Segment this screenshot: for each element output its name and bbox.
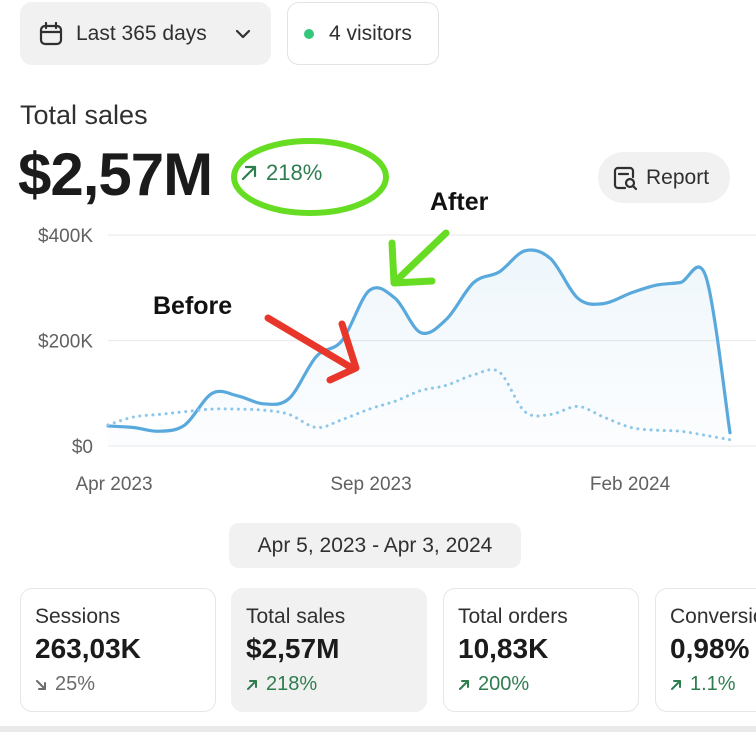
comparison-date-range: Apr 5, 2023 - Apr 3, 2024 (229, 523, 521, 568)
card-change: 25% (35, 673, 215, 696)
previous-period-line (106, 368, 732, 442)
live-visitors-button[interactable]: 4 visitors (287, 2, 439, 65)
report-button[interactable]: Report (598, 152, 730, 203)
metric-change-value: 218% (266, 160, 323, 185)
y-tick-label: $400K (38, 226, 93, 247)
metric-card-total-orders[interactable]: Total orders 10,83K 200% (443, 588, 639, 712)
report-search-icon (613, 166, 638, 190)
metric-card-total-sales[interactable]: Total sales $2,57M 218% (231, 588, 427, 712)
before-annotation: Before (153, 292, 233, 320)
metric-card-sessions[interactable]: Sessions 263,03K 25% (20, 588, 216, 712)
calendar-icon (39, 21, 63, 45)
after-annotation: After (430, 188, 489, 216)
card-label: Total orders (458, 605, 568, 628)
date-range-text: Apr 5, 2023 - Apr 3, 2024 (257, 533, 493, 557)
bottom-divider (0, 726, 756, 732)
card-change: 1.1% (670, 673, 756, 696)
chevron-down-icon (235, 29, 251, 38)
y-tick-label: $200K (38, 332, 93, 353)
card-value: 10,83K (458, 633, 549, 664)
card-change-value: 200% (478, 673, 530, 695)
date-range-selector[interactable]: Last 365 days (20, 2, 271, 65)
arrow-up-right-icon (247, 679, 257, 690)
card-value: 263,03K (35, 633, 141, 664)
card-label: Sessions (35, 605, 121, 628)
card-value: 0,98% (670, 633, 750, 664)
date-range-label: Last 365 days (76, 21, 207, 45)
arrow-up-right-icon (241, 165, 257, 181)
series-area-fill (108, 249, 730, 446)
before-arrow-icon (264, 314, 360, 384)
card-change-value: 218% (266, 673, 318, 695)
y-tick-label: $0 (72, 437, 93, 458)
card-change: 200% (458, 673, 638, 696)
visitors-label: 4 visitors (329, 21, 412, 45)
metric-card-conversion-rate[interactable]: Conversion rate 0,98% 1.1% (655, 588, 756, 712)
arrow-down-right-icon (36, 679, 46, 690)
after-arrow-icon (388, 229, 450, 287)
card-label: Total sales (246, 605, 346, 628)
arrow-up-right-icon (459, 679, 469, 690)
metric-title: Total sales (20, 100, 148, 130)
card-value: $2,57M (246, 633, 340, 664)
card-change: 218% (246, 673, 426, 696)
highlight-ellipse-annotation (231, 138, 389, 216)
card-change-value: 25% (55, 673, 96, 695)
sales-line-chart: $400K $200K $0 Apr 2023 Sep 2023 Feb 2024 (38, 226, 756, 495)
arrow-up-right-icon (671, 679, 681, 690)
metric-change: 218% (240, 160, 322, 186)
report-label: Report (646, 165, 710, 189)
card-change-value: 1.1% (690, 673, 736, 695)
live-status-dot (304, 28, 314, 39)
x-tick-label: Apr 2023 (75, 474, 152, 495)
metric-value: $2,57M (18, 141, 213, 208)
card-label: Conversion rate (670, 605, 756, 628)
x-tick-label: Feb 2024 (590, 474, 671, 495)
x-tick-label: Sep 2023 (330, 474, 411, 495)
current-period-line (106, 248, 732, 435)
